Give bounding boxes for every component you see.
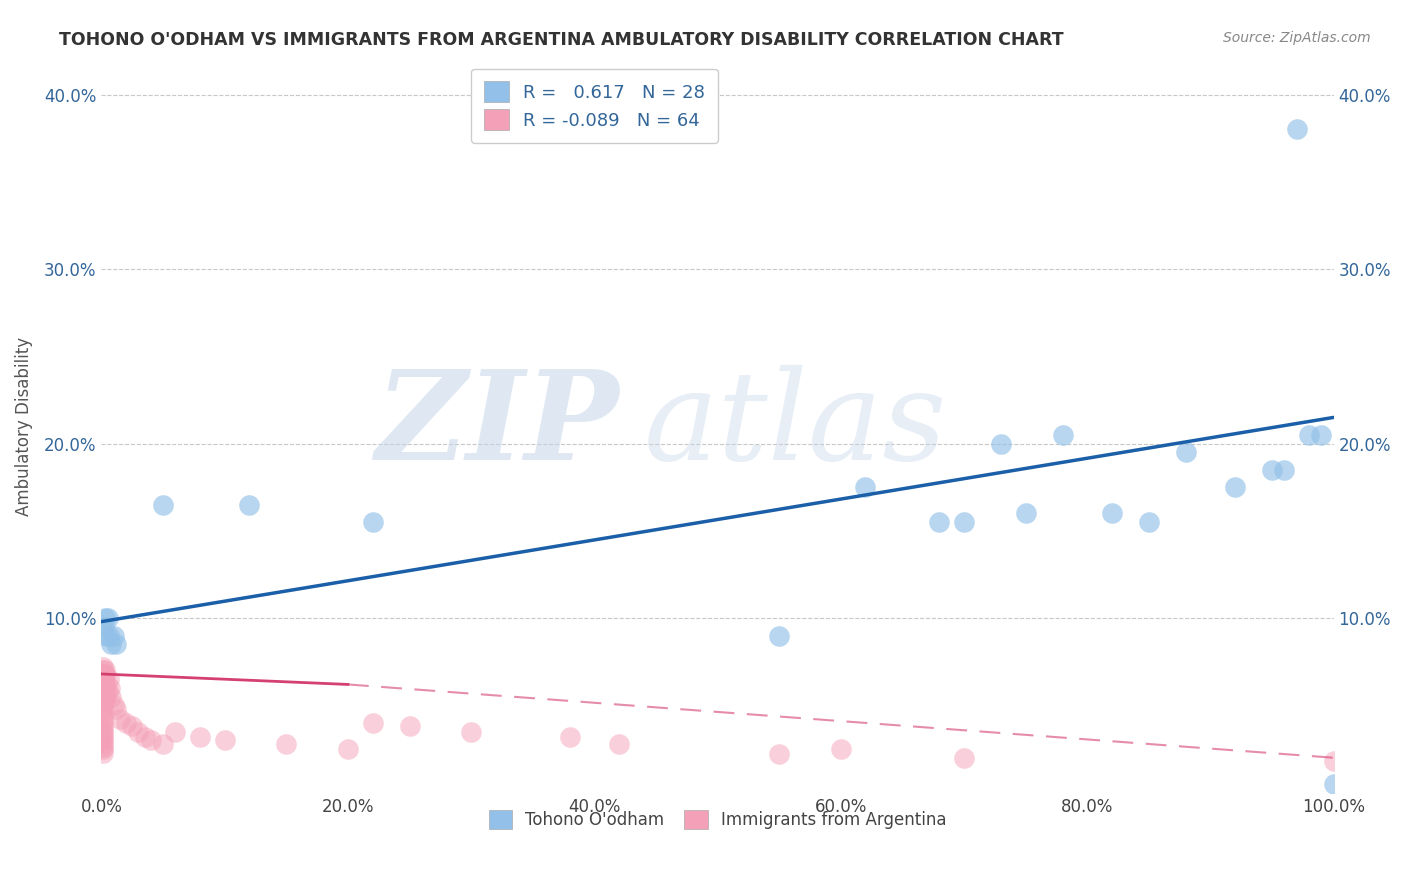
- Point: [97, 684, 120, 698]
- Point: [1272, 463, 1295, 477]
- Point: [97, 672, 120, 686]
- Point: [1014, 507, 1036, 521]
- Point: [91, 742, 114, 756]
- Point: [96, 629, 118, 643]
- Point: [93, 684, 115, 698]
- Point: [93, 672, 115, 686]
- Point: [97, 629, 120, 643]
- Point: [97, 611, 120, 625]
- Point: [91, 664, 114, 678]
- Y-axis label: Ambulatory Disability: Ambulatory Disability: [15, 336, 32, 516]
- Point: [91, 731, 114, 746]
- Point: [276, 737, 298, 751]
- Point: [361, 715, 384, 730]
- Point: [103, 629, 125, 643]
- Point: [1052, 428, 1074, 442]
- Point: [953, 515, 976, 529]
- Point: [830, 742, 852, 756]
- Point: [990, 436, 1012, 450]
- Point: [1261, 463, 1284, 477]
- Point: [91, 746, 114, 760]
- Point: [91, 740, 114, 755]
- Point: [152, 737, 174, 751]
- Point: [100, 637, 122, 651]
- Point: [134, 730, 156, 744]
- Point: [1323, 777, 1346, 791]
- Point: [91, 737, 114, 751]
- Point: [91, 672, 114, 686]
- Point: [1137, 515, 1160, 529]
- Point: [94, 667, 117, 681]
- Point: [768, 629, 790, 643]
- Point: [91, 733, 114, 747]
- Point: [91, 723, 114, 737]
- Point: [91, 684, 114, 698]
- Point: [214, 733, 236, 747]
- Point: [91, 690, 114, 704]
- Point: [93, 690, 115, 704]
- Point: [91, 702, 114, 716]
- Point: [91, 712, 114, 726]
- Point: [336, 742, 359, 756]
- Point: [91, 681, 114, 695]
- Point: [768, 747, 790, 762]
- Point: [91, 667, 114, 681]
- Text: atlas: atlas: [644, 366, 948, 487]
- Point: [460, 724, 482, 739]
- Point: [94, 664, 117, 678]
- Point: [100, 690, 122, 704]
- Point: [105, 637, 128, 651]
- Point: [96, 677, 118, 691]
- Point: [91, 707, 114, 722]
- Point: [188, 730, 211, 744]
- Point: [238, 498, 260, 512]
- Point: [1174, 445, 1197, 459]
- Point: [152, 498, 174, 512]
- Point: [928, 515, 950, 529]
- Point: [398, 719, 420, 733]
- Point: [98, 681, 121, 695]
- Point: [361, 515, 384, 529]
- Point: [91, 728, 114, 742]
- Point: [1310, 428, 1333, 442]
- Point: [93, 667, 115, 681]
- Point: [91, 677, 114, 691]
- Point: [607, 737, 630, 751]
- Point: [91, 660, 114, 674]
- Point: [108, 712, 131, 726]
- Text: ZIP: ZIP: [375, 366, 619, 487]
- Point: [105, 702, 128, 716]
- Point: [165, 724, 187, 739]
- Point: [91, 669, 114, 683]
- Point: [1101, 507, 1123, 521]
- Point: [94, 690, 117, 704]
- Point: [1223, 480, 1246, 494]
- Point: [94, 672, 117, 686]
- Point: [91, 698, 114, 713]
- Point: [103, 698, 125, 713]
- Point: [558, 730, 581, 744]
- Point: [91, 724, 114, 739]
- Point: [93, 620, 115, 634]
- Point: [139, 733, 162, 747]
- Point: [121, 719, 143, 733]
- Point: [91, 715, 114, 730]
- Point: [953, 750, 976, 764]
- Point: [127, 724, 149, 739]
- Text: Source: ZipAtlas.com: Source: ZipAtlas.com: [1223, 31, 1371, 45]
- Legend: Tohono O'odham, Immigrants from Argentina: Tohono O'odham, Immigrants from Argentin…: [482, 803, 953, 836]
- Point: [93, 695, 115, 709]
- Point: [1323, 754, 1346, 768]
- Point: [94, 681, 117, 695]
- Point: [855, 480, 877, 494]
- Point: [94, 611, 117, 625]
- Point: [91, 719, 114, 733]
- Text: TOHONO O'ODHAM VS IMMIGRANTS FROM ARGENTINA AMBULATORY DISABILITY CORRELATION CH: TOHONO O'ODHAM VS IMMIGRANTS FROM ARGENT…: [59, 31, 1064, 49]
- Point: [115, 715, 138, 730]
- Point: [96, 690, 118, 704]
- Point: [93, 677, 115, 691]
- Point: [1285, 122, 1308, 136]
- Point: [1298, 428, 1320, 442]
